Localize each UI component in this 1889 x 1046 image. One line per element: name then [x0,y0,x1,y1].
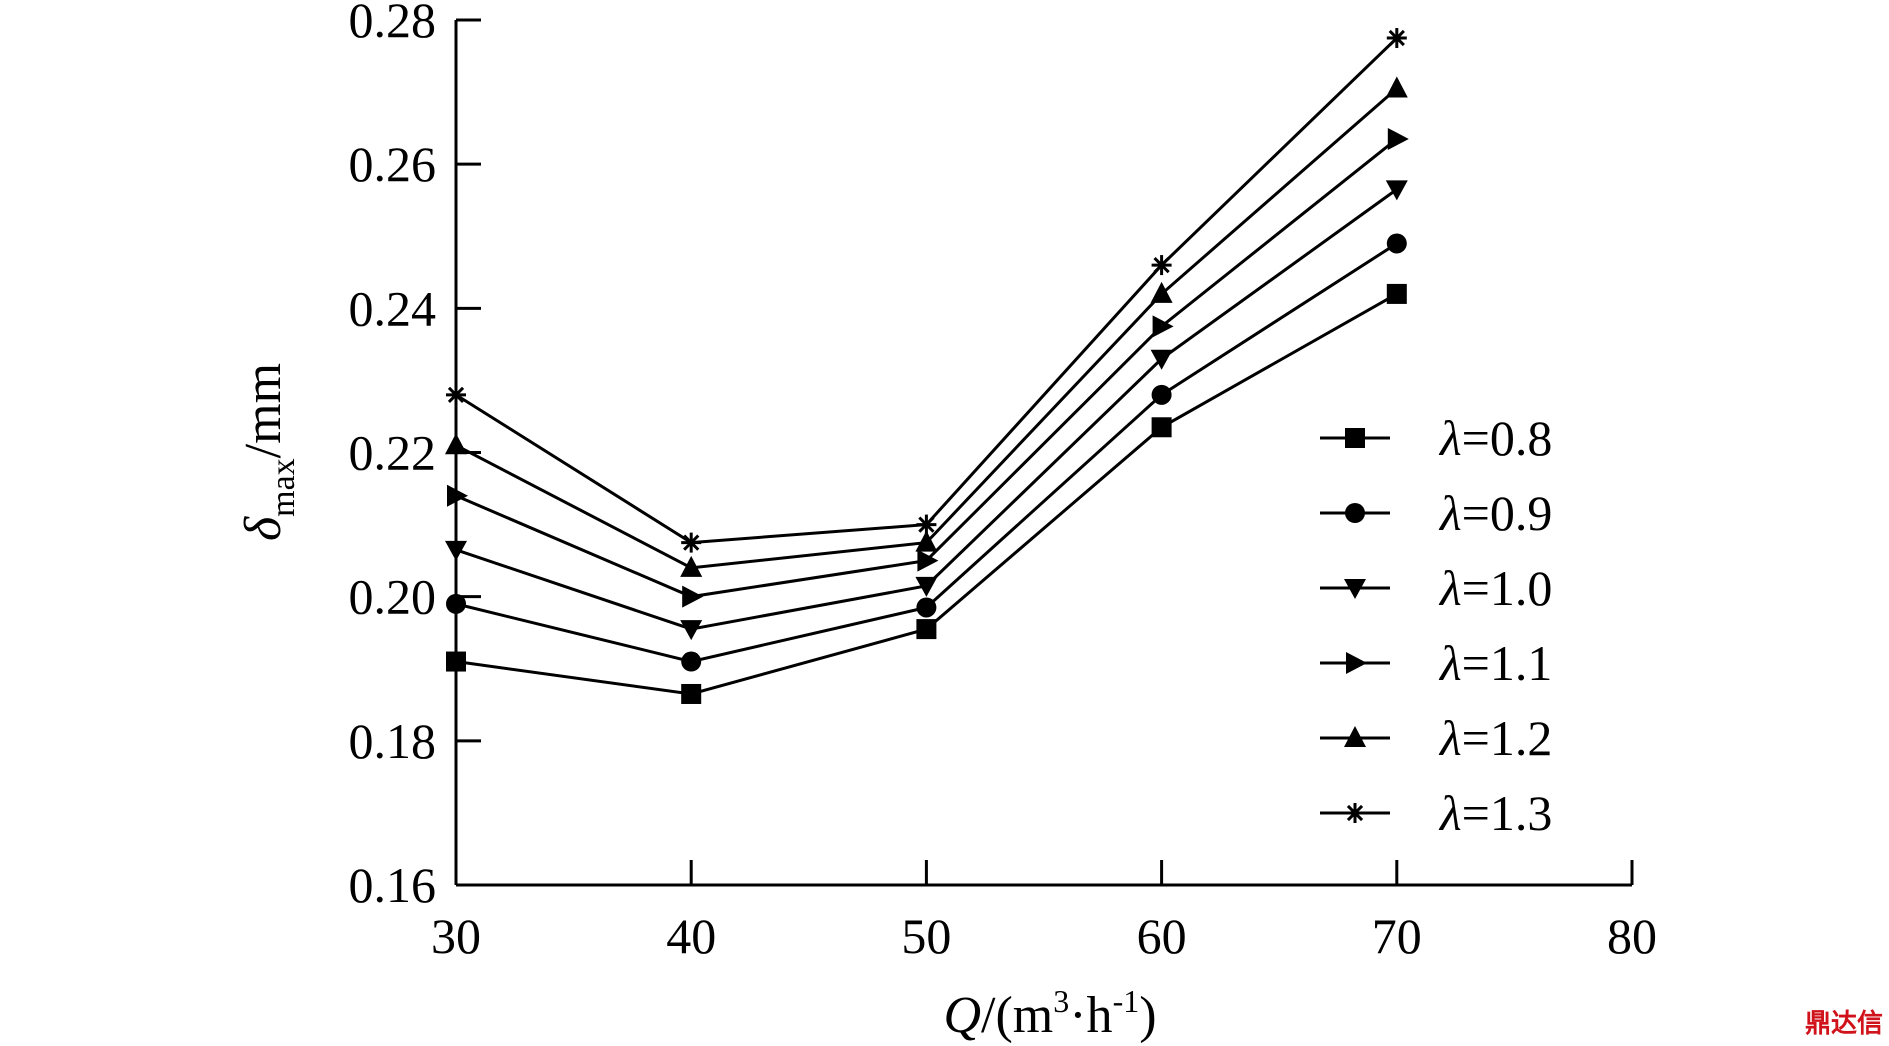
x-tick-label: 60 [1137,908,1187,964]
legend-label: λ=1.2 [1438,710,1552,766]
data-point-square [1386,283,1407,304]
legend-item: λ=0.8 [1320,410,1552,466]
data-point-triangle-right [447,484,468,507]
y-tick-label: 0.18 [349,713,437,769]
data-point-triangle-down [1344,579,1366,599]
ticks: 30 40 50 60 70 80 0.16 0.18 0.20 0.22 0.24 0.26 0.28 [349,0,1658,964]
data-point-circle [681,651,702,672]
data-point-triangle-right [1387,127,1409,150]
data-point-triangle-down [1150,349,1173,370]
data-point-triangle-right [682,585,704,608]
legend-label: λ=1.1 [1438,635,1552,691]
y-tick-label: 0.26 [349,136,437,192]
data-point-triangle-down [915,576,938,597]
y-tick-label: 0.22 [349,425,437,481]
data-point-circle [916,597,937,618]
data-point-triangle-up [1344,726,1366,747]
data-point-triangle-right [1152,315,1174,338]
data-point-asterisk [916,514,937,535]
data-point-circle [1386,233,1407,254]
y-tick-label: 0.28 [349,0,437,48]
legend-item: λ=1.3 [1320,785,1552,841]
legend-label: λ=0.8 [1438,410,1552,466]
legend-item: λ=1.2 [1320,710,1552,766]
y-axis-title: δmax/mm [235,363,302,541]
data-point-triangle-up [680,555,703,577]
data-point-triangle-down [445,540,467,561]
data-point-asterisk [1151,255,1172,276]
data-point-triangle-down [680,620,703,641]
data-point-triangle-down [1385,180,1408,201]
legend-item: λ=1.1 [1320,635,1552,691]
x-tick-label: 40 [666,908,716,964]
data-point-triangle-up [445,433,467,455]
legend: λ=0.8 λ=0.9 λ=1.0 λ=1.1 λ=1.2 λ=1.3 [1320,410,1552,841]
x-tick-label: 70 [1372,908,1422,964]
data-point-triangle-up [915,530,938,552]
legend-item: λ=0.9 [1320,485,1552,541]
series-line-4 [455,87,1398,570]
data-point-square [446,651,466,672]
legend-label: λ=0.9 [1438,485,1552,541]
data-point-triangle-right [917,549,939,572]
x-tick-label: 50 [901,908,951,964]
data-point-asterisk [1386,28,1407,49]
data-point-asterisk [446,384,466,405]
watermark-logo: 鼎达信 [1804,1009,1883,1039]
legend-label: λ=1.0 [1438,560,1552,616]
y-tick-label: 0.16 [349,857,437,913]
legend-item: λ=1.0 [1320,560,1552,616]
data-point-circle [446,593,466,614]
legend-label: λ=1.3 [1438,785,1552,841]
x-tick-label: 80 [1607,908,1657,964]
y-tick-label: 0.20 [349,569,437,625]
data-point-square [681,683,702,704]
data-point-square [1151,417,1172,438]
data-point-asterisk [681,532,702,553]
data-point-triangle-up [1385,76,1408,98]
data-point-circle [1151,384,1172,405]
y-tick-label: 0.24 [349,280,437,336]
data-point-square [1345,428,1365,448]
data-point-asterisk [1345,803,1365,823]
data-point-triangle-right [1346,652,1367,674]
data-point-square [916,619,937,640]
x-axis-title: Q/(m3·h-1) [943,983,1156,1044]
data-point-circle [1345,503,1365,523]
data-point-triangle-up [1150,281,1173,303]
series-markers [445,28,1409,704]
x-tick-label: 30 [431,908,481,964]
